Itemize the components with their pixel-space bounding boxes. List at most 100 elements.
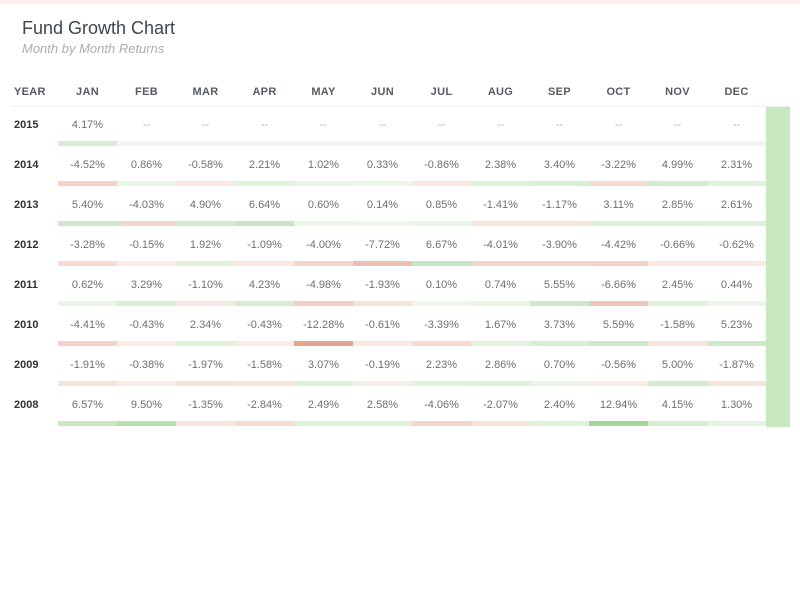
value-cell: 0.60% [294,187,353,227]
value-cell: -- [589,107,648,147]
value-cell: -3.90% [530,227,589,267]
value-cell: -1.93% [353,267,412,307]
value-cell: 2.85% [648,187,707,227]
value-cell: 5.59% [589,307,648,347]
value-cell: 4.99% [648,147,707,187]
col-jun: JUN [353,86,412,107]
value-cell: -4.98% [294,267,353,307]
total-cell [766,307,790,347]
year-cell: 2013 [12,187,58,227]
value-cell: 9.50% [117,387,176,427]
value-cell: -- [707,107,766,147]
col-apr: APR [235,86,294,107]
col-nov: NOV [648,86,707,107]
value-cell: -0.66% [648,227,707,267]
value-cell: -1.87% [707,347,766,387]
year-cell: 2014 [12,147,58,187]
table-row: 2012-3.28%-0.15%1.92%-1.09%-4.00%-7.72%6… [12,227,790,267]
value-cell: 0.86% [117,147,176,187]
value-cell: -1.58% [235,347,294,387]
value-cell: 0.10% [412,267,471,307]
value-cell: 6.64% [235,187,294,227]
value-cell: -4.01% [471,227,530,267]
value-cell: 5.40% [58,187,117,227]
value-cell: -7.72% [353,227,412,267]
value-cell: -1.17% [530,187,589,227]
year-cell: 2015 [12,107,58,147]
col-dec: DEC [707,86,766,107]
value-cell: -3.39% [412,307,471,347]
value-cell: 0.44% [707,267,766,307]
value-cell: 3.29% [117,267,176,307]
value-cell: 0.74% [471,267,530,307]
value-cell: 5.55% [530,267,589,307]
value-cell: -4.52% [58,147,117,187]
total-cell [766,227,790,267]
col-jan: JAN [58,86,117,107]
total-cell [766,147,790,187]
value-cell: -- [294,107,353,147]
value-cell: -- [471,107,530,147]
value-cell: -6.66% [589,267,648,307]
value-cell: 1.67% [471,307,530,347]
value-cell: 2.40% [530,387,589,427]
year-cell: 2008 [12,387,58,427]
value-cell: 2.34% [176,307,235,347]
value-cell: -- [117,107,176,147]
value-cell: -3.22% [589,147,648,187]
value-cell: 6.57% [58,387,117,427]
value-cell: 3.40% [530,147,589,187]
year-cell: 2010 [12,307,58,347]
table-row: 20135.40%-4.03%4.90%6.64%0.60%0.14%0.85%… [12,187,790,227]
total-cell [766,347,790,387]
value-cell: -0.15% [117,227,176,267]
value-cell: -0.58% [176,147,235,187]
value-cell: -1.58% [648,307,707,347]
value-cell: 4.15% [648,387,707,427]
value-cell: 4.23% [235,267,294,307]
value-cell: -0.43% [235,307,294,347]
table-row: 20154.17%---------------------- [12,107,790,147]
value-cell: -0.86% [412,147,471,187]
value-cell: -4.42% [589,227,648,267]
value-cell: -0.62% [707,227,766,267]
value-cell: 3.07% [294,347,353,387]
value-cell: 5.23% [707,307,766,347]
value-cell: 12.94% [589,387,648,427]
value-cell: -1.10% [176,267,235,307]
value-cell: -- [176,107,235,147]
value-cell: 1.02% [294,147,353,187]
value-cell: -2.84% [235,387,294,427]
value-cell: -1.97% [176,347,235,387]
total-cell [766,387,790,427]
value-cell: -0.56% [589,347,648,387]
col-sep: SEP [530,86,589,107]
table-row: 2010-4.41%-0.43%2.34%-0.43%-12.28%-0.61%… [12,307,790,347]
table-row: 20086.57%9.50%-1.35%-2.84%2.49%2.58%-4.0… [12,387,790,427]
value-cell: -1.09% [235,227,294,267]
value-cell: -0.61% [353,307,412,347]
value-cell: -- [235,107,294,147]
value-cell: 2.38% [471,147,530,187]
value-cell: 6.67% [412,227,471,267]
value-cell: 3.73% [530,307,589,347]
value-cell: -0.43% [117,307,176,347]
value-cell: 2.23% [412,347,471,387]
value-cell: 2.58% [353,387,412,427]
value-cell: 2.45% [648,267,707,307]
value-cell: 0.85% [412,187,471,227]
table-row: 20110.62%3.29%-1.10%4.23%-4.98%-1.93%0.1… [12,267,790,307]
value-cell: -- [648,107,707,147]
value-cell: 2.86% [471,347,530,387]
value-cell: 0.14% [353,187,412,227]
value-cell: -1.41% [471,187,530,227]
total-cell [766,107,790,147]
total-cell [766,267,790,307]
value-cell: 0.33% [353,147,412,187]
total-cell [766,187,790,227]
value-cell: 4.17% [58,107,117,147]
value-cell: -2.07% [471,387,530,427]
col-oct: OCT [589,86,648,107]
returns-table: YEARJANFEBMARAPRMAYJUNJULAUGSEPOCTNOVDEC… [12,86,790,427]
year-cell: 2009 [12,347,58,387]
